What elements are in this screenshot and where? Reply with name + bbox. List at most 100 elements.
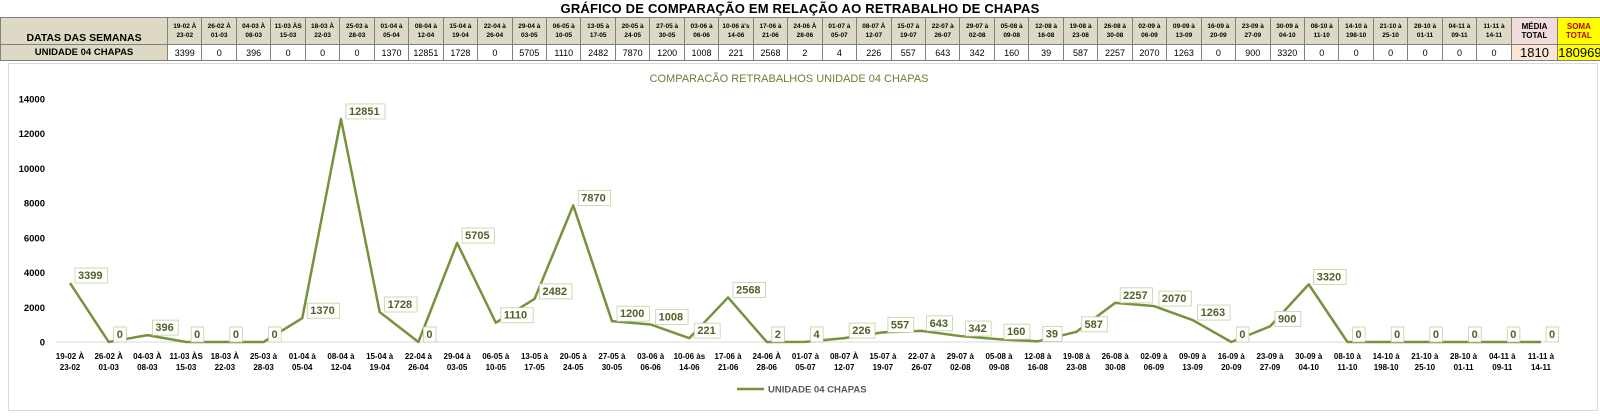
media-total-header-line: MÉDIA — [1521, 22, 1548, 31]
x-tick-label: 01-11 — [1454, 363, 1475, 372]
data-label: 643 — [930, 318, 948, 330]
week-header-cell: 04-11 à 09-11 — [1441, 17, 1478, 45]
week-header-cell: 08-10 à 11-10 — [1303, 17, 1340, 45]
series-line — [68, 117, 1541, 344]
x-tick-label: 14-10 à — [1373, 352, 1401, 361]
data-label-box — [964, 320, 992, 337]
data-label-box — [539, 283, 573, 300]
soma-total-header: SOMA TOTAL — [1557, 17, 1600, 45]
week-value-cell: 2257 — [1097, 44, 1133, 61]
week-header-cell: 01-07 à 05-07 — [821, 17, 858, 45]
x-tick-label: 08-10 à — [1334, 352, 1362, 361]
data-label: 0 — [233, 329, 239, 341]
data-label: 0 — [1394, 329, 1400, 341]
x-tick-label: 23-09 à — [1256, 352, 1284, 361]
week-header-cell: 30-09 à 04-10 — [1269, 17, 1305, 45]
data-label: 160 — [1007, 326, 1025, 338]
x-tick-label: 23-08 — [1066, 363, 1087, 372]
week-header-line: 30-08 — [1106, 32, 1124, 39]
x-tick-label: 26-04 — [408, 363, 429, 372]
week-header-line: 26-02 À — [207, 23, 231, 30]
week-header-line: 25-03 à — [346, 23, 369, 30]
week-header-cell: 03-06 à 06-06 — [683, 17, 720, 45]
x-tick-label: 17-05 — [524, 363, 545, 372]
week-header-line: 19-08 à — [1069, 23, 1092, 30]
data-label: 3399 — [78, 270, 102, 282]
x-tick-label: 15-04 à — [366, 352, 394, 361]
week-header-line: 10-06 à's — [722, 23, 750, 30]
week-header-line: 15-07 à — [897, 23, 920, 30]
week-header-cell: 19-02 À 23-02 — [167, 17, 203, 45]
soma-total-header-line: SOMA — [1566, 22, 1591, 31]
week-header-line: 26-04 — [486, 32, 504, 39]
week-value-cell: 0 — [477, 44, 513, 61]
week-header-cell: 09-09 à 13-09 — [1166, 17, 1202, 45]
y-tick-label: 4000 — [24, 268, 45, 279]
x-tick-label: 26-07 — [911, 363, 932, 372]
week-header-line: 13-09 — [1175, 32, 1193, 39]
x-tick-label: 02-09 à — [1140, 352, 1168, 361]
data-label-box — [461, 227, 495, 244]
x-tick-label: 29-07 à — [947, 352, 975, 361]
week-header-cell: 05-08 à 09-08 — [993, 17, 1030, 45]
x-tick-label: 26-02 À — [94, 352, 123, 361]
data-label: 0 — [1549, 329, 1555, 341]
data-label-box — [190, 326, 205, 343]
x-tick-label: 10-06 às — [674, 352, 706, 361]
x-tick-label: 02-08 — [950, 363, 971, 372]
week-header-line: 198-10 — [1346, 32, 1367, 39]
x-tick-label: 09-08 — [989, 363, 1010, 372]
x-tick-label: 25-03 à — [250, 352, 278, 361]
x-tick-label: 06-09 — [1144, 363, 1165, 372]
week-header-line: 04-10 — [1278, 32, 1296, 39]
soma-total-header-line: TOTAL — [1565, 31, 1592, 40]
x-tick-label: 21-06 — [718, 363, 739, 372]
x-tick-label: 11-11 à — [1528, 352, 1555, 361]
data-label-box — [113, 326, 127, 343]
data-label-box — [1274, 310, 1302, 327]
week-header-line: 12-07 — [865, 32, 883, 39]
week-header-cell: 27-05 à 30-05 — [649, 17, 685, 45]
week-header-line: 08-03 — [245, 32, 262, 39]
week-header-cell: 02-09 à 06-09 — [1131, 17, 1168, 45]
week-value-cell: 0 — [304, 44, 341, 61]
weeks-table: DATAS DAS SEMANAS 19-02 À 23-02 26-02 À 01-… — [0, 17, 1600, 61]
data-label-box — [1235, 326, 1250, 343]
x-tick-label: 03-05 — [447, 363, 468, 372]
week-header-cell: 17-06 à 21-06 — [752, 17, 789, 45]
y-tick-label: 14000 — [19, 95, 45, 106]
data-label-box — [384, 296, 418, 313]
week-header-line: 14-06 — [727, 32, 745, 39]
week-header-line: 19-04 — [452, 32, 469, 39]
data-label: 900 — [1278, 313, 1296, 325]
week-header-line: 30-05 — [658, 32, 676, 39]
data-label-box — [422, 326, 437, 343]
week-header-line: 11-03 ÀS — [274, 23, 302, 30]
week-header-cell: 10-06 à's 14-06 — [718, 17, 754, 45]
x-tick-label: 30-05 — [602, 363, 623, 372]
week-value-cell: 7870 — [614, 44, 651, 61]
week-header-line: 02-09 à — [1138, 23, 1161, 30]
data-label-box — [926, 315, 953, 332]
data-label-box — [345, 103, 386, 120]
header-label: DATAS DAS SEMANAS — [0, 17, 169, 45]
y-tick-label: 10000 — [19, 164, 45, 175]
week-value-cell: 396 — [235, 44, 272, 61]
week-value-cell: 0 — [1476, 44, 1512, 61]
legend-label: UNIDADE 04 CHAPAS — [768, 385, 867, 396]
data-label: 7870 — [581, 192, 605, 204]
week-header-line: 21-10 à — [1379, 23, 1402, 30]
data-label: 0 — [1510, 329, 1516, 341]
week-value-cell: 557 — [890, 44, 927, 61]
week-header-line: 09-08 — [1003, 32, 1020, 39]
week-header-cell: 29-07 à 02-08 — [959, 17, 995, 45]
week-value-cell: 12851 — [408, 44, 444, 61]
data-label-box — [616, 305, 650, 322]
week-value-cell: 221 — [718, 44, 754, 61]
x-tick-label: 12-07 — [834, 363, 855, 372]
week-header-line: 09-11 — [1451, 32, 1468, 39]
week-header-line: 09-09 à — [1172, 23, 1195, 30]
week-header-line: 26-07 — [934, 32, 952, 39]
x-tick-label: 12-04 — [331, 363, 352, 372]
week-value-cell: 643 — [924, 44, 961, 61]
